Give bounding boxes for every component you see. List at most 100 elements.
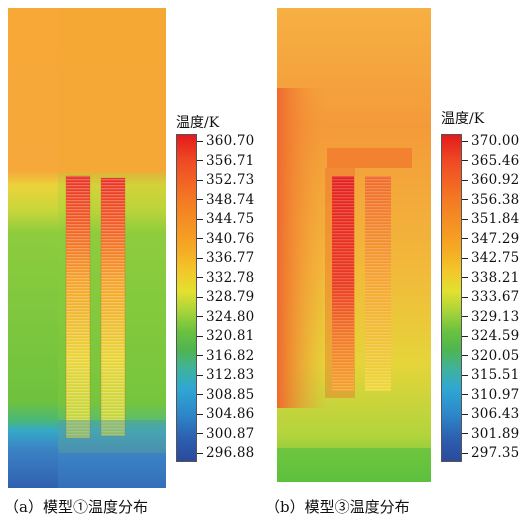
tick-label: 365.46 [462,152,520,169]
tick-mark [462,394,468,395]
tick-mark [462,160,468,161]
tick-value: 306.43 [471,406,520,422]
temperature-map-a [8,8,166,488]
tick-mark [462,452,468,454]
tick-mark [197,199,203,200]
tick-label: 300.87 [197,425,255,442]
tick-mark [462,277,468,278]
legend-title-a: 温度/K [176,115,220,131]
tick-mark [197,160,203,161]
tick-label: 336.77 [197,250,255,266]
tick-mark [197,374,203,376]
tick-value: 365.46 [471,152,520,169]
tick-value: 320.81 [206,328,255,344]
tick-label: 360.70 [197,133,255,149]
tick-label: 328.79 [197,289,255,305]
tick-mark [197,452,203,454]
tick-mark [462,316,468,317]
tick-label: 338.21 [462,269,520,286]
tick-label: 320.81 [197,328,255,344]
tick-value: 310.97 [471,386,520,403]
tick-value: 296.88 [206,445,255,461]
tick-mark [462,433,468,434]
tick-mark [197,413,203,415]
tick-label: 370.00 [462,133,520,149]
tick-value: 308.85 [206,386,255,403]
tick-label: 342.75 [462,250,520,266]
tick-label: 312.83 [197,367,255,383]
tick-mark [462,140,468,142]
tick-label: 333.67 [462,289,519,305]
tick-value: 348.74 [206,191,255,208]
tick-value: 297.35 [471,445,520,461]
tick-mark [197,179,203,181]
tick-mark [197,335,203,337]
tick-label: 329.13 [462,308,520,325]
tick-label: 315.51 [462,367,520,383]
tick-mark [197,140,203,142]
tick-label: 301.89 [462,426,519,442]
tick-label: 310.97 [462,386,520,403]
tick-value: 315.51 [471,367,520,383]
tick-value: 344.75 [206,211,255,227]
tick-mark [462,335,468,337]
tick-mark [462,296,468,298]
tick-mark [197,296,203,298]
tick-value: 300.87 [206,425,255,442]
tick-value: 336.77 [206,250,255,266]
tick-value: 342.75 [471,250,520,266]
tick-label: 344.75 [197,211,255,227]
tick-label: 316.82 [197,348,254,364]
tick-mark [462,218,468,220]
tick-value: 351.84 [471,211,520,227]
tick-label: 304.86 [197,406,255,422]
tick-label: 351.84 [462,211,520,227]
tick-mark [197,316,203,317]
tick-mark [462,179,468,181]
tick-label: 347.29 [462,230,520,247]
tick-value: 356.71 [206,152,255,169]
tick-label: 360.92 [462,172,520,188]
colorbar-b [441,134,462,462]
legend-title-b: 温度/K [441,111,485,127]
tick-value: 370.00 [471,133,520,149]
tick-value: 347.29 [471,230,520,247]
tick-label: 332.78 [197,269,255,286]
tick-label: 306.43 [462,406,520,422]
tick-value: 320.05 [471,347,520,364]
tick-label: 356.71 [197,152,255,169]
tick-mark [462,238,468,239]
tick-mark [197,238,203,239]
tick-mark [462,355,468,356]
colorbar-a [176,134,197,462]
tick-mark [197,218,203,220]
tick-value: 304.86 [206,406,255,422]
tick-value: 340.76 [206,230,255,247]
tick-label: 308.85 [197,386,255,403]
caption-b: （b）模型③温度分布 [265,498,410,516]
tick-value: 332.78 [206,269,255,286]
tick-mark [462,199,468,200]
tick-label: 356.38 [462,192,519,208]
tick-label: 348.74 [197,191,255,208]
temperature-map-b [277,8,431,482]
tick-value: 328.79 [206,289,255,305]
tick-mark [462,257,468,259]
tick-label: 320.05 [462,347,520,364]
tick-mark [197,277,203,278]
tick-mark [462,374,468,376]
tick-mark [197,355,203,356]
tick-mark [462,413,468,415]
tick-mark [197,433,203,434]
tick-value: 360.92 [471,172,520,188]
tick-value: 329.13 [471,308,520,325]
tick-value: 338.21 [471,269,520,286]
tick-label: 352.73 [197,172,254,188]
tick-value: 324.59 [471,328,520,344]
tick-label: 296.88 [197,445,255,461]
tick-value: 324.80 [206,308,255,325]
tick-value: 360.70 [206,133,255,149]
tick-mark [197,257,203,259]
tick-value: 312.83 [206,367,255,383]
tick-mark [197,394,203,395]
